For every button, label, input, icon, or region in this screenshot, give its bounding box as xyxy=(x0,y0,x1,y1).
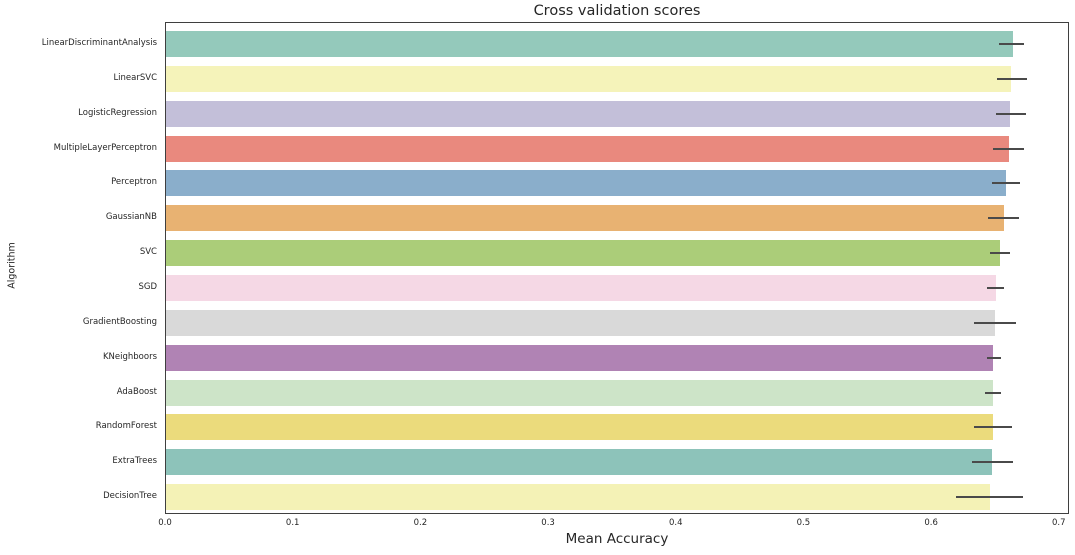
x-tick-label: 0.6 xyxy=(924,518,938,528)
bar xyxy=(166,449,993,476)
bar xyxy=(166,274,996,301)
bar xyxy=(166,65,1012,92)
y-tick-label: DecisionTree xyxy=(103,491,157,502)
bar xyxy=(166,100,1010,127)
bar xyxy=(166,414,994,441)
y-tick-label: Perceptron xyxy=(111,177,157,188)
error-bar xyxy=(974,426,1013,429)
x-tick-label: 0.1 xyxy=(285,518,300,528)
y-tick-label: LinearDiscriminantAnalysis xyxy=(41,38,157,48)
x-tick-label: 0.0 xyxy=(158,518,172,528)
bar xyxy=(166,240,1000,267)
x-tick-label: 0.4 xyxy=(668,518,683,528)
y-tick-label: GradientBoosting xyxy=(82,316,157,327)
chart-title: Cross validation scores xyxy=(533,3,701,19)
bar xyxy=(166,205,1004,232)
y-tick-label: RandomForest xyxy=(95,421,157,432)
y-tick-label: LinearSVC xyxy=(113,72,157,83)
error-bar xyxy=(992,182,1021,185)
bar xyxy=(166,484,990,511)
error-bar xyxy=(971,461,1013,464)
x-axis-label: Mean Accuracy xyxy=(565,531,669,547)
error-bar xyxy=(995,112,1027,115)
bar xyxy=(166,379,994,406)
y-tick-label: GaussianNB xyxy=(105,212,157,223)
bar xyxy=(166,309,995,336)
y-tick-label: ExtraTrees xyxy=(112,456,157,467)
y-tick-label: MultipleLayerPerceptron xyxy=(53,142,157,153)
error-bar xyxy=(974,321,1017,324)
y-tick-label: SVC xyxy=(139,247,157,258)
error-bar xyxy=(956,496,1023,499)
bar xyxy=(166,135,1009,162)
error-bar xyxy=(987,286,1004,289)
bar xyxy=(166,344,994,371)
error-bar xyxy=(997,77,1027,80)
x-tick-label: 0.2 xyxy=(413,518,428,528)
plot-area xyxy=(165,22,1069,514)
x-tick-label: 0.3 xyxy=(541,518,555,528)
y-tick-label: KNeighboors xyxy=(102,351,157,362)
x-tick-label: 0.7 xyxy=(1052,518,1066,528)
error-bar xyxy=(989,252,1010,255)
error-bar xyxy=(984,391,1002,394)
y-tick-label: AdaBoost xyxy=(116,386,157,397)
y-tick-label: LogisticRegression xyxy=(78,107,157,118)
bar xyxy=(166,31,1013,57)
bar xyxy=(166,170,1007,197)
error-bar xyxy=(988,217,1019,220)
error-bar xyxy=(987,356,1001,359)
y-tick-label: SGD xyxy=(138,281,157,292)
x-tick-label: 0.5 xyxy=(796,518,811,528)
error-bar xyxy=(998,43,1024,45)
error-bar xyxy=(993,147,1024,150)
